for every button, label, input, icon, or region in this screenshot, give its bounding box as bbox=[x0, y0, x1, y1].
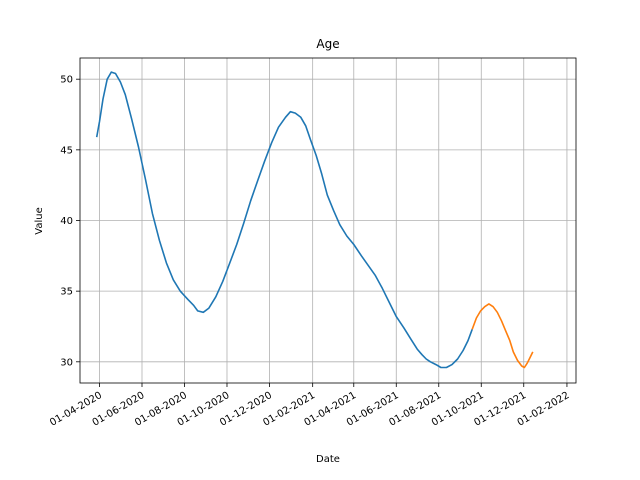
y-axis-label: Value bbox=[34, 207, 45, 234]
chart-title: Age bbox=[316, 37, 339, 51]
y-axis: 30 35 40 45 50 bbox=[60, 75, 80, 368]
x-axis-label: Date bbox=[316, 454, 340, 465]
y-tick-label: 35 bbox=[60, 287, 73, 298]
y-tick-label: 45 bbox=[60, 145, 73, 156]
y-tick-label: 30 bbox=[60, 357, 73, 368]
data-lines bbox=[95, 71, 534, 369]
grid bbox=[80, 58, 576, 383]
series-line-1 bbox=[95, 71, 473, 369]
series-line-2 bbox=[471, 303, 534, 369]
y-tick-label: 40 bbox=[60, 216, 73, 227]
y-tick-label: 50 bbox=[60, 75, 73, 86]
